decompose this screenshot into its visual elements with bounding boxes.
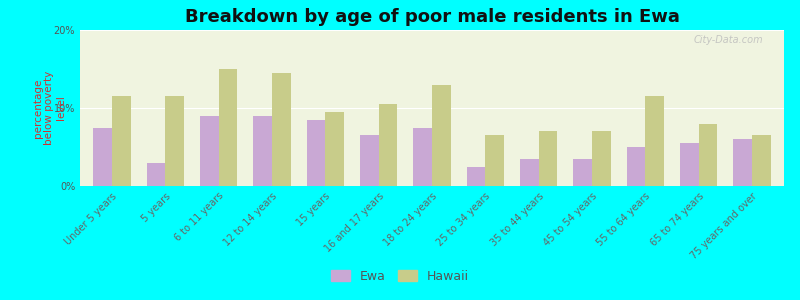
- Bar: [218, 69, 238, 186]
- Bar: [574, 159, 592, 186]
- Bar: [698, 124, 718, 186]
- Bar: [734, 139, 752, 186]
- Bar: [538, 131, 558, 186]
- Bar: [680, 143, 698, 186]
- Bar: [626, 147, 646, 186]
- Bar: [486, 135, 504, 186]
- Bar: [592, 131, 610, 186]
- Bar: [752, 135, 770, 186]
- Bar: [146, 163, 166, 186]
- Bar: [94, 128, 112, 186]
- Bar: [378, 104, 398, 186]
- Bar: [646, 96, 664, 186]
- Bar: [432, 85, 450, 186]
- Bar: [306, 120, 326, 186]
- Bar: [520, 159, 538, 186]
- Bar: [326, 112, 344, 186]
- Bar: [200, 116, 218, 186]
- Bar: [272, 73, 290, 186]
- Bar: [166, 96, 184, 186]
- Bar: [360, 135, 378, 186]
- Bar: [254, 116, 272, 186]
- Y-axis label: percentage
below poverty
level: percentage below poverty level: [33, 71, 66, 145]
- Bar: [466, 167, 486, 186]
- Legend: Ewa, Hawaii: Ewa, Hawaii: [326, 265, 474, 288]
- Bar: [112, 96, 130, 186]
- Bar: [414, 128, 432, 186]
- Title: Breakdown by age of poor male residents in Ewa: Breakdown by age of poor male residents …: [185, 8, 679, 26]
- Text: City-Data.com: City-Data.com: [694, 35, 763, 45]
